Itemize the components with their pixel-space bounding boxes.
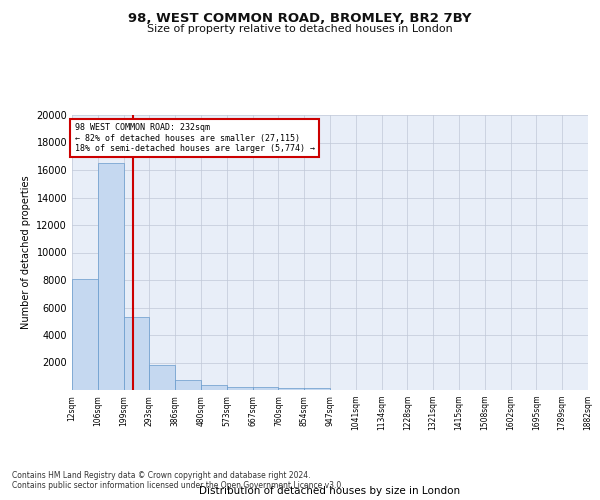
Bar <box>175 380 201 390</box>
Bar <box>253 387 278 390</box>
Bar <box>201 386 227 390</box>
Bar <box>72 278 98 390</box>
Text: Size of property relative to detached houses in London: Size of property relative to detached ho… <box>147 24 453 34</box>
Bar <box>98 163 124 390</box>
Text: 98, WEST COMMON ROAD, BROMLEY, BR2 7BY: 98, WEST COMMON ROAD, BROMLEY, BR2 7BY <box>128 12 472 26</box>
Bar <box>278 388 304 390</box>
Text: 98 WEST COMMON ROAD: 232sqm
← 82% of detached houses are smaller (27,115)
18% of: 98 WEST COMMON ROAD: 232sqm ← 82% of det… <box>74 123 314 153</box>
Bar <box>304 388 330 390</box>
X-axis label: Distribution of detached houses by size in London: Distribution of detached houses by size … <box>199 486 461 496</box>
Text: Contains HM Land Registry data © Crown copyright and database right 2024.
Contai: Contains HM Land Registry data © Crown c… <box>12 470 344 490</box>
Bar <box>124 317 149 390</box>
Y-axis label: Number of detached properties: Number of detached properties <box>21 176 31 330</box>
Bar <box>227 387 253 390</box>
Bar <box>149 364 175 390</box>
